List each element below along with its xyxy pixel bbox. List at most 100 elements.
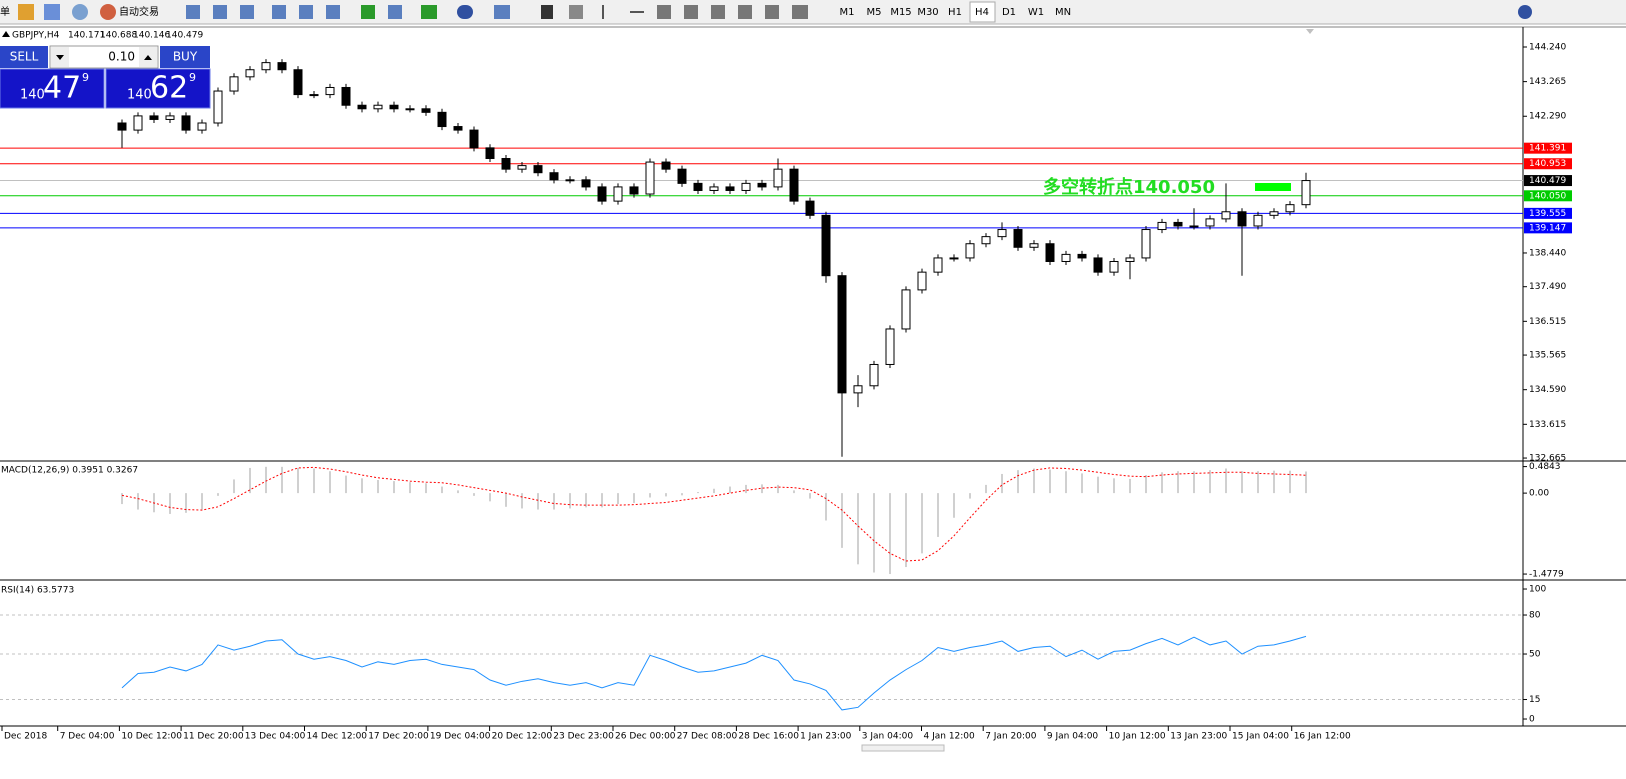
candle-body [293, 69, 303, 96]
toolbar-icon[interactable] [738, 5, 752, 19]
toolbar-icon[interactable] [494, 5, 510, 19]
toolbar-icon[interactable] [240, 5, 254, 19]
toolbar-icon[interactable] [792, 5, 808, 19]
toolbar-icon[interactable] [272, 5, 286, 19]
ohlc-close: 140.479 [166, 31, 203, 41]
sell-price-small: 9 [82, 71, 89, 84]
x-tick-label: Dec 2018 [4, 732, 47, 742]
price-label-box [1524, 190, 1572, 202]
toolbar-icon[interactable] [186, 5, 200, 19]
y-tick-label: 0.00 [1529, 489, 1549, 499]
timeframe-button[interactable]: H4 [975, 7, 989, 18]
price-label-box [1524, 222, 1572, 234]
toolbar-icon[interactable] [44, 4, 60, 20]
x-tick-label: 17 Dec 20:00 [368, 732, 429, 742]
timeframe-button[interactable]: M5 [867, 7, 882, 18]
candle-body [1221, 211, 1231, 220]
candle-body [661, 161, 671, 170]
x-tick-label: 3 Jan 04:00 [862, 732, 914, 742]
chart-tab[interactable] [861, 744, 945, 752]
y-tick-label: 144.240 [1529, 42, 1566, 52]
collapse-arrow[interactable] [2, 31, 10, 37]
candle-body [501, 158, 511, 170]
toolbar-icon[interactable] [72, 4, 88, 20]
candle-body [421, 108, 431, 113]
toolbar-icon[interactable] [388, 5, 402, 19]
timeframe-button[interactable]: W1 [1028, 7, 1044, 18]
toolbar-icon[interactable] [602, 5, 604, 19]
y-tick-label: 80 [1529, 611, 1541, 621]
buy-button[interactable] [160, 46, 210, 68]
auto-trade-icon[interactable] [100, 4, 116, 20]
toolbar-icon[interactable] [18, 4, 34, 20]
toolbar-icon[interactable] [711, 5, 725, 19]
price-label: 140.050 [1529, 191, 1566, 201]
price-label: 141.391 [1529, 144, 1566, 154]
toolbar-icon[interactable] [541, 5, 553, 19]
toolbar-icon[interactable] [299, 5, 313, 19]
timeframe-button[interactable]: H1 [948, 7, 962, 18]
sell-price-box[interactable] [0, 68, 105, 109]
toolbar-icon[interactable] [569, 5, 583, 19]
sell-button[interactable] [0, 46, 48, 68]
search-icon[interactable] [1518, 5, 1532, 19]
timeframe-button[interactable]: M15 [890, 7, 911, 18]
candle-body [917, 271, 927, 291]
x-tick-label: 23 Dec 23:00 [553, 732, 614, 742]
x-tick-label: 9 Jan 04:00 [1047, 732, 1099, 742]
candle-body [805, 200, 815, 216]
y-tick-label: 0.4843 [1529, 462, 1561, 472]
buy-price-box[interactable] [105, 68, 211, 109]
candle-body [709, 186, 719, 191]
macd-title: MACD(12,26,9) 0.3951 0.3267 [1, 466, 138, 476]
candle-body [245, 69, 255, 78]
x-tick-label: 10 Dec 12:00 [121, 732, 182, 742]
y-tick-label: 0 [1529, 715, 1535, 725]
timeframe-button[interactable]: D1 [1002, 7, 1016, 18]
toolbar-icon[interactable] [213, 5, 227, 19]
y-tick-label: 133.615 [1529, 420, 1566, 430]
y-tick-label: 100 [1529, 585, 1546, 595]
timeframe-button[interactable]: M1 [840, 7, 855, 18]
sell-price-big: 140 [20, 88, 45, 103]
candle-body [1013, 229, 1023, 248]
buy-label[interactable]: BUY [173, 50, 198, 64]
candle-body [373, 104, 383, 110]
toolbar-icon[interactable] [684, 5, 698, 19]
menu-fragment[interactable]: 单 [0, 6, 10, 18]
x-tick-label: 16 Jan 12:00 [1294, 732, 1351, 742]
price-label: 139.555 [1529, 209, 1566, 219]
x-tick-label: 4 Jan 12:00 [924, 732, 976, 742]
toolbar-icon[interactable] [765, 5, 779, 19]
lot-value[interactable]: 0.10 [108, 50, 135, 64]
sell-label[interactable]: SELL [10, 50, 39, 64]
candle-body [437, 111, 447, 128]
ohlc-low: 140.146 [133, 31, 170, 41]
auto-trade-button[interactable]: 自动交易 [119, 5, 159, 18]
ohlc-high: 140.688 [100, 31, 137, 41]
candle-body [1045, 243, 1055, 262]
candle-body [965, 243, 975, 259]
toolbar-icon[interactable] [421, 5, 437, 19]
candle-body [517, 165, 527, 170]
candle-body [949, 257, 959, 260]
toolbar-icon[interactable] [657, 5, 671, 19]
toolbar-icon[interactable] [457, 5, 473, 19]
candle-body [1061, 253, 1071, 262]
buy-price-small: 9 [189, 71, 196, 84]
x-tick-label: 14 Dec 12:00 [307, 732, 368, 742]
candle-body [901, 289, 911, 330]
x-tick-label: 15 Jan 04:00 [1232, 732, 1289, 742]
toolbar-icon[interactable] [630, 11, 644, 13]
candle-body [981, 236, 991, 245]
timeframe-button[interactable]: MN [1055, 7, 1071, 18]
candle-body [277, 62, 287, 71]
pivot-marker [1255, 183, 1291, 191]
lot-input[interactable] [49, 45, 159, 69]
toolbar-icon[interactable] [361, 5, 375, 19]
timeframe-button[interactable]: M30 [917, 7, 938, 18]
x-tick-label: 27 Dec 08:00 [677, 732, 738, 742]
toolbar-icon[interactable] [326, 5, 340, 19]
candle-body [1093, 257, 1103, 273]
